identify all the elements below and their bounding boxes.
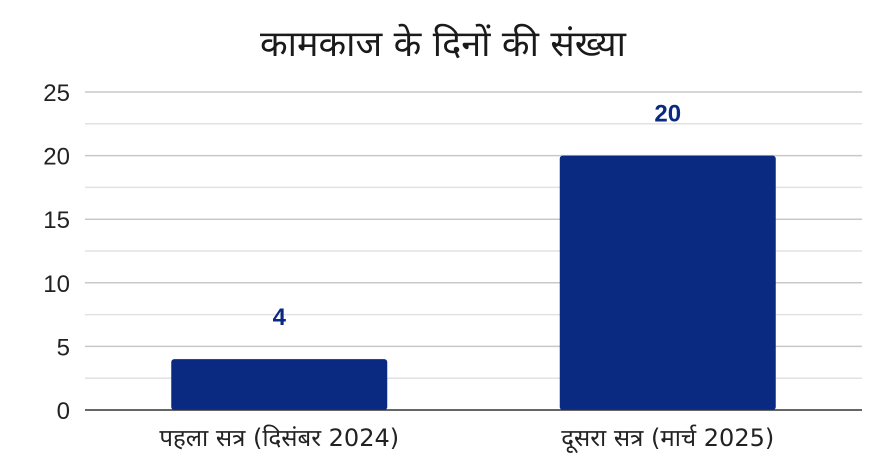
data-labels: 4 20 — [273, 101, 682, 332]
bar-data-label: 20 — [654, 101, 681, 128]
chart-title: कामकाज के दिनों की संख्या — [260, 23, 627, 65]
y-tick-label: 0 — [57, 398, 70, 425]
y-tick-label: 25 — [43, 80, 70, 107]
y-axis-ticks: 0 5 10 15 20 25 — [43, 80, 70, 425]
bars — [171, 155, 776, 410]
y-tick-label: 10 — [43, 271, 70, 298]
x-tick-label: पहला सत्र (दिसंबर 2024) — [159, 424, 399, 452]
x-tick-label: दूसरा सत्र (मार्च 2025) — [561, 424, 774, 454]
y-tick-label: 15 — [43, 207, 70, 234]
bar-data-label: 4 — [273, 304, 287, 331]
bar — [559, 155, 776, 410]
x-axis-ticks: पहला सत्र (दिसंबर 2024) दूसरा सत्र (मार्च… — [159, 424, 774, 454]
y-tick-label: 20 — [43, 144, 70, 171]
y-tick-label: 5 — [57, 334, 70, 361]
gridlines — [85, 91, 862, 379]
bar — [171, 359, 388, 410]
